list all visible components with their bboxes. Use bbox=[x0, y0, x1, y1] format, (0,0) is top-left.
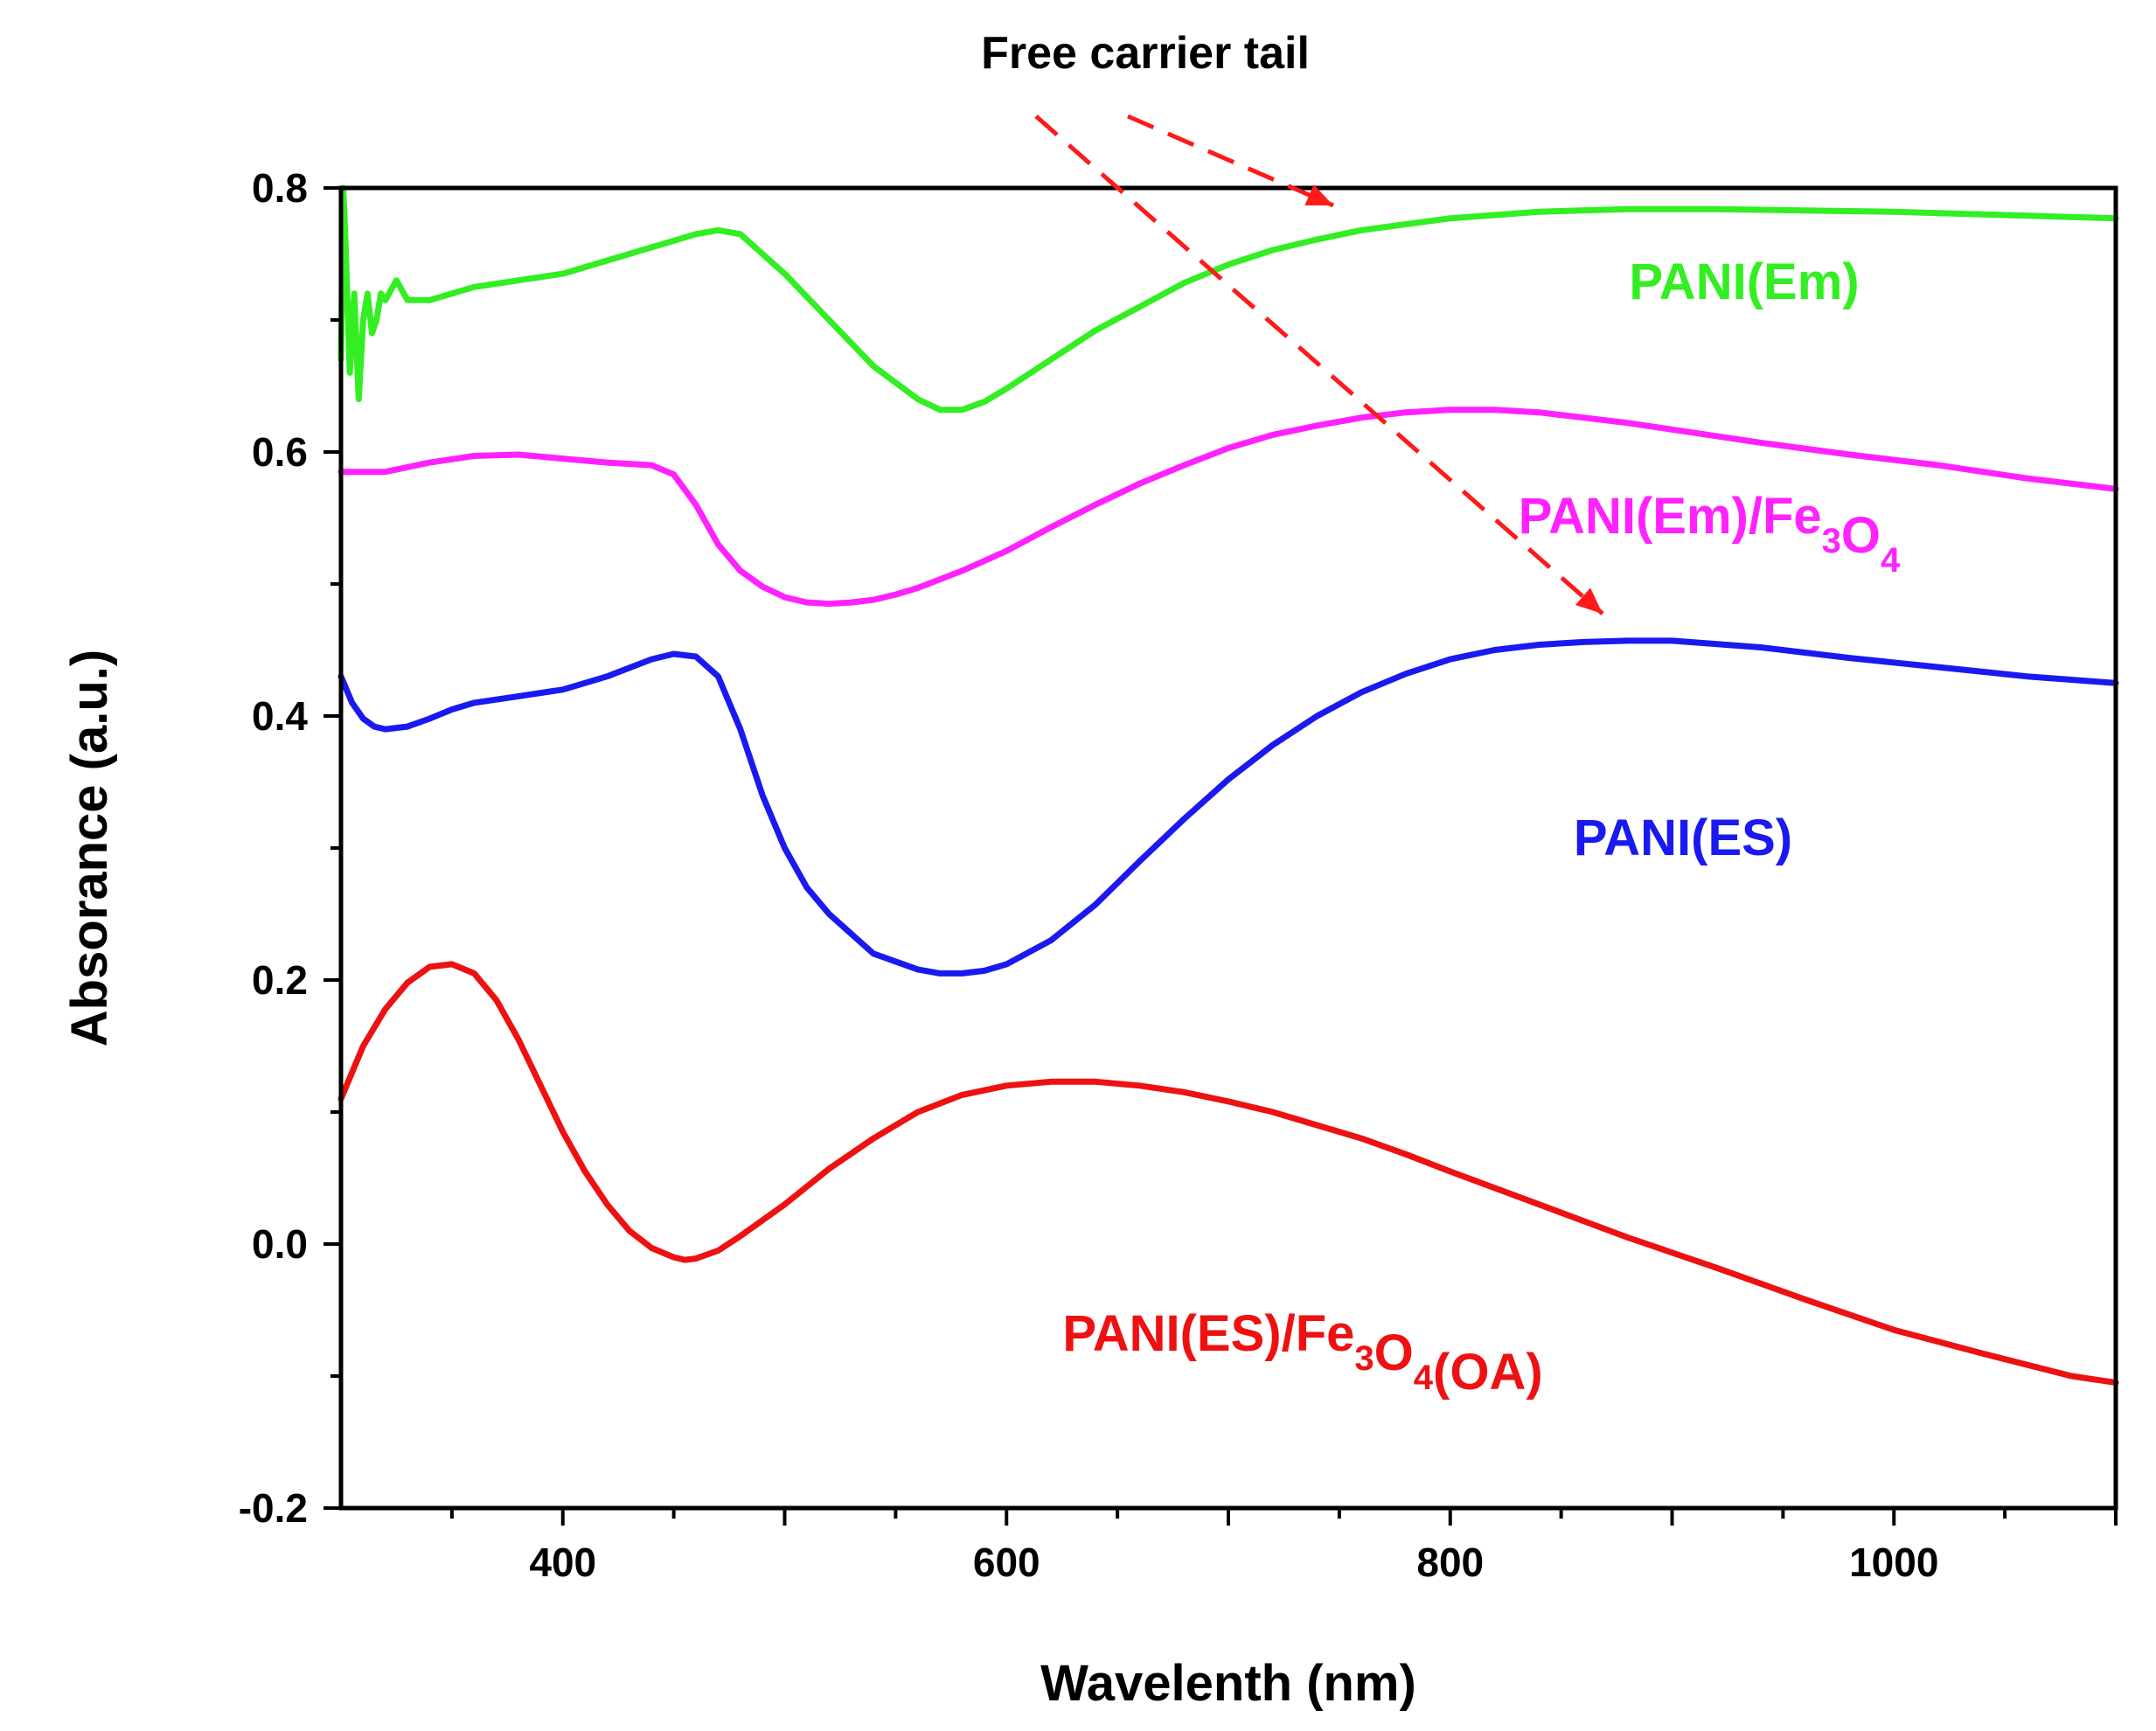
y-tick-label: 0.0 bbox=[252, 1221, 308, 1267]
y-axis: -0.2 0.0 0.2 0.4 0.6 0.8 bbox=[239, 165, 341, 1531]
x-axis-title: Wavelenth (nm) bbox=[1040, 1655, 1416, 1712]
series-layer bbox=[337, 184, 2119, 1386]
x-tick-label: 800 bbox=[1416, 1540, 1484, 1585]
y-axis-title: Absorance (a.u.) bbox=[61, 650, 118, 1046]
y-tick-label: 0.2 bbox=[252, 957, 308, 1003]
annotation-arrowhead bbox=[1575, 587, 1603, 614]
series-line bbox=[337, 407, 2119, 608]
y-tick-label: -0.2 bbox=[239, 1485, 308, 1531]
annotation-arrow bbox=[1034, 115, 1604, 615]
series-label: PANI(ES) bbox=[1574, 810, 1792, 866]
series-label: PANI(Em)/Fe3O4 bbox=[1519, 488, 1901, 580]
x-axis: 400 600 800 1000 bbox=[449, 1508, 2118, 1585]
series-line bbox=[337, 961, 2119, 1386]
x-tick-label: 600 bbox=[973, 1540, 1040, 1585]
series-line bbox=[337, 637, 2119, 977]
series-label: PANI(ES)/Fe3O4(OA) bbox=[1062, 1305, 1542, 1401]
series-label: PANI(Em) bbox=[1629, 254, 1859, 310]
annotation-arrows bbox=[1034, 114, 1604, 615]
annotation-arrow bbox=[1127, 114, 1334, 208]
annotation-arrowhead bbox=[1304, 184, 1333, 205]
series-line bbox=[337, 184, 2119, 414]
annotation-text: Free carrier tail bbox=[981, 28, 1310, 79]
x-tick-label: 400 bbox=[529, 1540, 596, 1585]
x-tick-label: 1000 bbox=[1849, 1540, 1938, 1585]
y-tick-label: 0.6 bbox=[252, 429, 308, 475]
y-tick-label: 0.4 bbox=[252, 693, 308, 739]
y-tick-label: 0.8 bbox=[252, 165, 308, 211]
series-labels: PANI(Em) PANI(Em)/Fe3O4 PANI(ES) PANI(ES)/F… bbox=[1062, 254, 1901, 1401]
